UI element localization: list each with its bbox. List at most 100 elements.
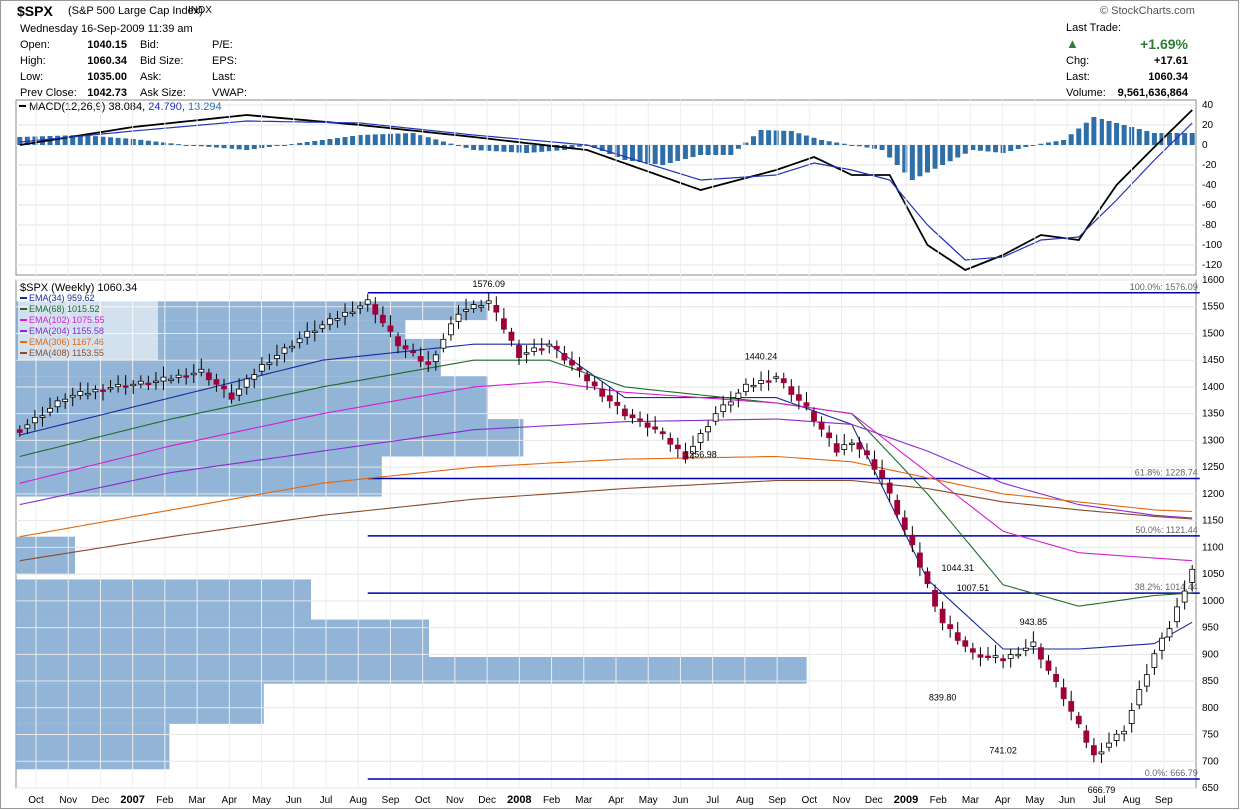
macd-histogram-bar: [115, 137, 121, 145]
price-tick-label: 1300: [1202, 435, 1225, 446]
candle-body: [637, 418, 643, 421]
macd-histogram-bar: [350, 136, 356, 145]
macd-histogram-bar: [1182, 133, 1188, 145]
last-label: Last:: [1066, 71, 1090, 83]
candle-body: [826, 432, 833, 439]
macd-histogram-bar: [682, 145, 688, 159]
macd-histogram-bar: [577, 145, 583, 147]
macd-histogram-bar: [796, 133, 802, 145]
macd-histogram-bar: [100, 136, 106, 145]
macd-histogram-bar: [508, 145, 514, 153]
open-value: 1040.15: [87, 39, 127, 51]
macd-tick-label: 20: [1202, 120, 1214, 131]
volume-profile-bar: [16, 579, 311, 620]
candle-body: [69, 394, 76, 398]
macd-histogram-bar: [55, 135, 61, 145]
macd-histogram-bar: [70, 135, 76, 145]
symbol-name: (S&P 500 Large Cap Index): [68, 5, 203, 17]
low-value: 1035.00: [87, 71, 127, 83]
x-tick-label: Jul: [1093, 795, 1106, 806]
candle-body: [622, 408, 628, 417]
candle-body: [274, 354, 280, 360]
candle-body: [448, 323, 454, 336]
macd-histogram-bar: [486, 145, 492, 151]
volume-label: Volume:: [1066, 87, 1106, 99]
macd-histogram-bar: [645, 145, 651, 163]
macd-histogram-bar: [637, 145, 643, 162]
macd-histogram-bar: [539, 145, 545, 152]
macd-histogram-bar: [266, 145, 272, 147]
ema-legend-label: EMA(34) 959.62: [29, 293, 95, 303]
candle-body: [62, 398, 69, 402]
macd-histogram-bar: [811, 137, 817, 145]
candle-body: [1151, 653, 1158, 668]
macd-histogram-bar: [1167, 133, 1173, 145]
candle-body: [77, 391, 84, 396]
volume-value: 9,561,636,864: [1117, 87, 1188, 99]
macd-histogram-bar: [206, 145, 212, 147]
candle-body: [387, 325, 394, 332]
candle-body: [864, 450, 870, 456]
macd-histogram-bar: [1023, 145, 1029, 147]
candle-body: [379, 314, 386, 324]
bid-size-label: Bid Size:: [140, 55, 184, 67]
candle-body: [1022, 647, 1029, 651]
candle-body: [493, 304, 500, 313]
macd-histogram-bar: [92, 136, 98, 145]
macd-histogram-bar: [1076, 128, 1082, 145]
eps-label: EPS:: [212, 55, 238, 67]
candle-body: [818, 421, 825, 430]
macd-histogram-bar: [841, 143, 847, 145]
ema-line: [19, 359, 1193, 607]
x-tick-label: Aug: [1123, 795, 1141, 806]
candle-body: [1090, 745, 1097, 756]
volume-profile-bar: [16, 723, 170, 770]
macd-histogram-bar: [17, 137, 23, 145]
candle-body: [342, 311, 348, 317]
candle-body: [917, 552, 923, 568]
x-tick-label: Nov: [833, 795, 851, 806]
macd-histogram-bar: [569, 145, 575, 149]
candle-body: [644, 422, 651, 428]
ema-legend-label: EMA(306) 1167.46: [29, 337, 104, 347]
ema-line: [19, 455, 1193, 538]
macd-histogram-bar: [834, 142, 840, 145]
macd-histogram-bar: [1106, 121, 1112, 145]
macd-histogram-bar: [357, 135, 363, 145]
candle-body: [1015, 653, 1022, 657]
macd-histogram-bar: [781, 130, 787, 145]
candle-body: [523, 352, 530, 355]
x-tick-label: May: [639, 795, 658, 806]
macd-histogram-bar: [282, 145, 288, 146]
brand[interactable]: © StockCharts.com: [1100, 5, 1195, 17]
candle-body: [727, 401, 734, 406]
macd-histogram-bar: [251, 145, 257, 149]
macd-histogram-bar: [743, 142, 749, 145]
price-tick-label: 1100: [1202, 542, 1224, 553]
candle-body: [697, 433, 704, 443]
ema-line: [19, 418, 1193, 519]
macd-histogram-bar: [607, 145, 613, 154]
macd-histogram-bar: [221, 145, 227, 149]
candle-body: [205, 372, 212, 381]
macd-histogram-bar: [698, 145, 704, 155]
candle-body: [947, 624, 954, 630]
price-annotation: 1044.31: [941, 563, 974, 573]
price-tick-label: 750: [1202, 730, 1219, 741]
candle-body: [992, 655, 999, 658]
candle-body: [485, 300, 492, 304]
macd-histogram-bar: [675, 145, 681, 161]
candle-body: [236, 388, 243, 396]
candle-body: [190, 372, 197, 376]
x-tick-label: Nov: [59, 795, 77, 806]
candle-body: [901, 517, 908, 530]
candle-body: [470, 304, 477, 310]
macd-histogram-bar: [856, 145, 862, 147]
x-tick-label: Mar: [188, 795, 206, 806]
volume-profile-bar: [16, 656, 807, 684]
macd-histogram-bar: [660, 145, 666, 165]
macd-histogram-bar: [803, 135, 809, 145]
candle-body: [924, 571, 931, 585]
candle-body: [84, 392, 91, 396]
